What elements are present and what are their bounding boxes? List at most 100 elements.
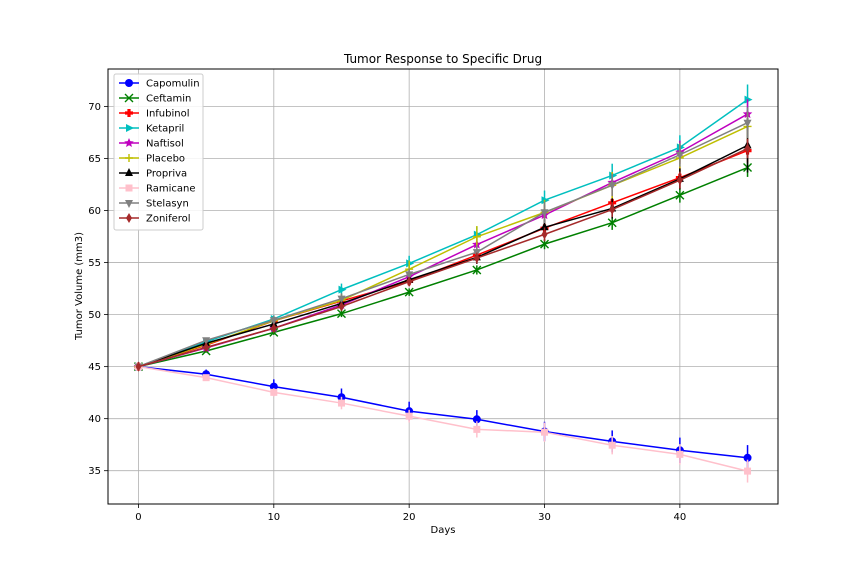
- legend-marker-zoniferol: [126, 213, 132, 223]
- propriva-line: [138, 144, 748, 368]
- legend: Capomulin Ceftamin Infubinol Ketapril Naftis…: [113, 73, 204, 231]
- ketapril-point: [406, 259, 415, 268]
- zoniferol-point: [135, 361, 142, 372]
- legend-entry-ceftamin: Ceftamin: [119, 94, 191, 105]
- legend-marker-propriva: [125, 168, 133, 176]
- legend-marker-ketapril: [126, 124, 134, 132]
- legend-entry-ketapril: Ketapril: [119, 124, 184, 135]
- legend-marker-infubinol: [125, 109, 133, 117]
- ceftamin-point: [404, 287, 414, 297]
- zoniferol-point: [270, 323, 277, 334]
- ramicane-point: [202, 374, 210, 382]
- ceftamin-line: [138, 166, 748, 368]
- ketapril-point: [338, 285, 347, 294]
- legend-marker-ceftamin: [124, 93, 134, 103]
- stelasyn-point: [540, 209, 549, 218]
- y-tick-label: 45: [88, 362, 101, 373]
- y-tick-label: 60: [88, 206, 101, 217]
- zoniferol-line: [138, 147, 748, 368]
- legend-entry-capomulin: Capomulin: [119, 79, 200, 90]
- legend-marker-placebo: [125, 154, 133, 162]
- stelasyn-line: [138, 122, 748, 368]
- legend-entry-naftisol: Naftisol: [119, 138, 184, 150]
- stelasyn-point: [675, 151, 684, 160]
- y-tick-label: 55: [88, 258, 101, 269]
- zoniferol-point: [473, 253, 480, 264]
- placebo-line: [138, 125, 748, 368]
- ramicane-point: [337, 399, 345, 407]
- legend-marker-naftisol: [124, 138, 134, 148]
- zoniferol-point: [676, 175, 683, 186]
- y-tick-label: 50: [88, 310, 101, 321]
- stelasyn-point: [202, 337, 211, 346]
- legend-label-stelasyn: Stelasyn: [146, 199, 189, 210]
- plot-frame: [107, 68, 779, 505]
- legend-entry-stelasyn: Stelasyn: [119, 199, 189, 210]
- y-tick-label: 40: [88, 414, 101, 425]
- ramicane-point: [541, 428, 549, 436]
- legend-label-ramicane: Ramicane: [146, 184, 196, 195]
- axis-ticks: 0 10 20 30 40 35 40 45 50 55 60 65 70: [88, 102, 686, 523]
- ramicane-point: [676, 450, 684, 458]
- legend-entry-infubinol: Infubinol: [119, 109, 190, 120]
- series-group: [133, 84, 753, 483]
- capomulin-point: [743, 453, 752, 462]
- ramicane-line: [138, 365, 748, 472]
- ketapril-point: [541, 196, 550, 205]
- ramicane-point: [744, 467, 752, 475]
- legend-label-ceftamin: Ceftamin: [146, 94, 191, 105]
- legend-entry-placebo: Placebo: [119, 154, 185, 165]
- x-tick-label: 40: [674, 512, 687, 523]
- zoniferol-point: [406, 276, 413, 287]
- x-axis-label: Days: [431, 525, 456, 536]
- ceftamin-point: [472, 265, 482, 275]
- legend-marker-capomulin: [125, 79, 133, 87]
- legend-label-naftisol: Naftisol: [146, 139, 184, 150]
- ceftamin-point: [607, 218, 617, 228]
- ceftamin-point: [675, 190, 685, 200]
- ketapril-point: [676, 143, 685, 152]
- x-tick-label: 20: [403, 512, 416, 523]
- stelasyn-point: [337, 295, 346, 304]
- legend-label-zoniferol: Zoniferol: [146, 214, 191, 225]
- legend-label-infubinol: Infubinol: [146, 109, 190, 120]
- series-zoniferol: [135, 138, 751, 372]
- ramicane-point: [473, 425, 481, 433]
- ketapril-point: [609, 171, 618, 180]
- x-tick-label: 10: [267, 512, 280, 523]
- legend-label-propriva: Propriva: [146, 169, 187, 180]
- chart-title: Tumor Response to Specific Drug: [343, 52, 542, 66]
- legend-label-capomulin: Capomulin: [146, 79, 200, 90]
- stelasyn-point: [743, 119, 752, 128]
- zoniferol-point: [609, 204, 616, 215]
- legend-label-ketapril: Ketapril: [146, 124, 184, 135]
- stelasyn-point: [269, 317, 278, 326]
- legend-marker-stelasyn: [125, 200, 133, 208]
- legend-entry-zoniferol: Zoniferol: [119, 213, 191, 225]
- stelasyn-point: [608, 182, 617, 191]
- x-tick-label: 0: [135, 512, 141, 523]
- ramicane-point: [608, 441, 616, 449]
- legend-label-placebo: Placebo: [146, 154, 185, 165]
- legend-marker-ramicane: [125, 184, 133, 192]
- zoniferol-point: [338, 301, 345, 312]
- ramicane-point: [270, 388, 278, 396]
- y-tick-label: 65: [88, 154, 101, 165]
- capomulin-point: [269, 382, 278, 391]
- zoniferol-point: [744, 143, 751, 154]
- capomulin-point: [472, 415, 481, 424]
- stelasyn-point: [405, 271, 414, 280]
- placebo-point: [472, 232, 481, 241]
- legend-entry-propriva: Propriva: [119, 168, 187, 180]
- ramicane-point: [405, 412, 413, 420]
- x-tick-label: 30: [538, 512, 551, 523]
- capomulin-line: [138, 365, 748, 459]
- y-axis-label: Tumor Volume (mm3): [74, 232, 85, 341]
- ceftamin-point: [540, 239, 550, 249]
- zoniferol-point: [203, 342, 210, 353]
- y-tick-label: 70: [88, 102, 101, 113]
- y-tick-label: 35: [88, 466, 101, 477]
- legend-entry-ramicane: Ramicane: [119, 184, 196, 195]
- zoniferol-point: [541, 229, 548, 240]
